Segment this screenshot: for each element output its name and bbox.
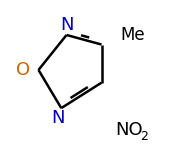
Text: O: O (16, 61, 30, 79)
Text: N: N (51, 109, 65, 127)
Text: 2: 2 (140, 130, 148, 143)
Text: N: N (60, 16, 73, 35)
Text: Me: Me (121, 26, 145, 44)
Text: NO: NO (116, 121, 143, 139)
